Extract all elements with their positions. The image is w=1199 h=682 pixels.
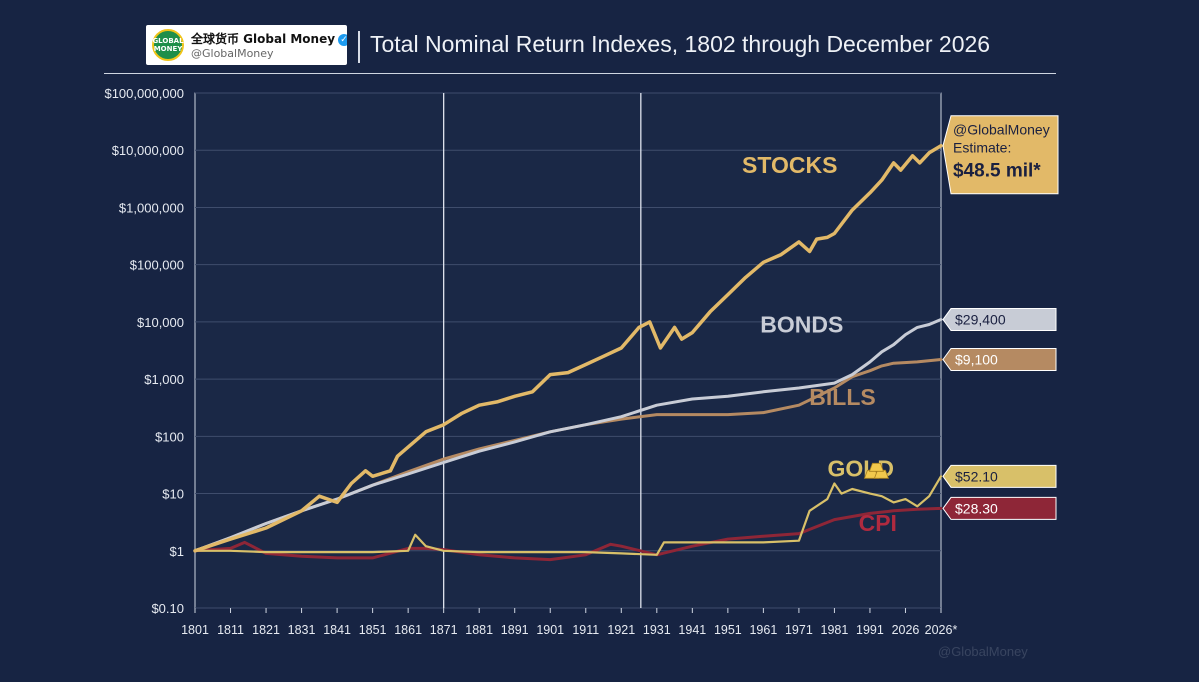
x-tick-label: 1801 [181,623,209,637]
x-tick-label: 1911 [572,623,599,637]
logo-text-bottom: MONEY [153,45,183,53]
y-tick-label: $0.10 [151,601,184,616]
label-bills: BILLS [809,384,875,410]
x-tick-label: 1931 [643,623,671,637]
series-line-bonds [193,318,943,553]
x-tick-label: 1891 [501,623,529,637]
end-tag-value-bonds: $29,400 [955,312,1006,328]
y-tick-label: $1,000,000 [119,200,184,215]
plot-area [194,92,942,609]
gold-bar [868,462,885,472]
series-line-gold [193,475,943,556]
x-tick-label: 2026 [892,623,920,637]
y-tick-label: $100 [155,429,184,444]
estimate-line1: @GlobalMoney [953,122,1050,138]
label-cpi: CPI [859,510,897,536]
chart-title: Total Nominal Return Indexes, 1802 throu… [370,31,991,57]
x-tick-label: 1871 [430,623,458,637]
end-tag-bills [942,348,1057,372]
brand-name-text: 全球货币 Global Money [191,32,336,46]
x-tick-label: 1831 [288,623,316,637]
gold-bars-icon [863,462,890,479]
estimate-value: $48.5 mil* [953,161,1041,182]
x-tick-label: 1971 [785,623,813,637]
x-tick-label: 1951 [714,623,742,637]
brand-name: 全球货币 Global Money ✓ [191,30,347,47]
brand-handle: @GlobalMoney [191,47,274,60]
label-bonds: BONDS [760,312,843,338]
x-tick-label: 1851 [359,623,387,637]
brand-card[interactable]: GLOBAL MONEY 全球货币 Global Money ✓ @GlobalM… [146,25,347,65]
x-tick-label: 1841 [323,623,351,637]
y-tick-label: $10,000,000 [112,143,184,158]
verified-badge-icon: ✓ [338,33,347,46]
end-tag-gold [942,464,1057,488]
x-tick-label: 1941 [678,623,706,637]
x-tick-label: 1981 [821,623,849,637]
x-tick-label: 1961 [749,623,777,637]
y-tick-label: $100,000 [130,258,184,273]
estimate-line2: Estimate: [953,140,1011,156]
end-tag-cpi [942,496,1057,520]
x-tick-label: 1991 [856,623,884,637]
y-tick-label: $10,000 [137,315,184,330]
y-tick-label: $100,000,000 [104,86,184,101]
x-tick-label: 1921 [607,623,635,637]
y-tick-label: $1,000 [144,372,184,387]
y-tick-label: $10 [162,487,184,502]
x-tick-label: 2026* [925,623,958,637]
series-line-stocks [193,143,943,553]
y-tick-label: $1 [170,544,184,559]
label-stocks: STOCKS [742,152,837,178]
gold-bar [873,469,890,479]
logo-text-top: GLOBAL [152,37,184,45]
x-tick-label: 1811 [217,623,244,637]
global-money-logo: GLOBAL MONEY [152,29,184,61]
header-divider [104,73,1056,74]
x-tick-label: 1881 [465,623,493,637]
x-tick-label: 1901 [536,623,564,637]
end-tag-value-bills: $9,100 [955,352,998,368]
x-tick-label: 1821 [252,623,280,637]
x-tick-label: 1861 [394,623,422,637]
end-tag-value-gold: $52.10 [955,468,998,484]
estimate-callout [942,115,1059,195]
watermark: @GlobalMoney [938,644,1028,659]
title-separator [358,31,360,63]
series-line-cpi [193,506,943,562]
end-tag-value-cpi: $28.30 [955,500,998,516]
end-tag-bonds [942,308,1057,332]
